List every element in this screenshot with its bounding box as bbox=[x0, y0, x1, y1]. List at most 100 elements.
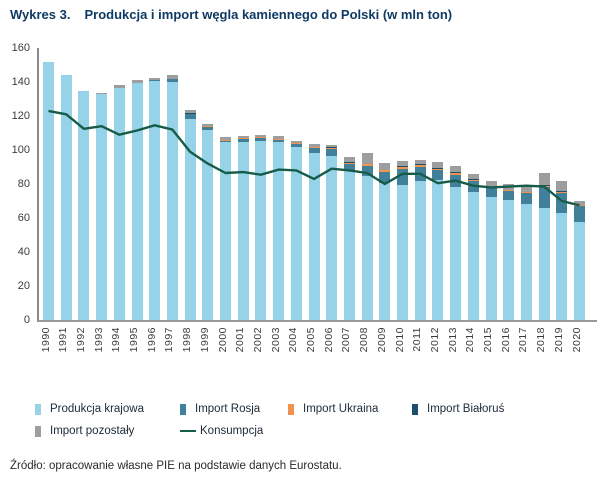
bar-segment bbox=[538, 186, 550, 208]
y-axis-tick-label: 140 bbox=[11, 76, 30, 88]
x-axis-label-1995: 1995 bbox=[128, 327, 140, 353]
y-axis-tick-label: 0 bbox=[23, 314, 30, 326]
x-axis-label-2013: 2013 bbox=[446, 327, 459, 353]
y-axis-tick-label: 20 bbox=[17, 280, 30, 292]
bar-segment bbox=[202, 129, 214, 320]
bar-2007 bbox=[343, 156, 355, 320]
legend-label: Import Rosja bbox=[195, 403, 261, 415]
bar-2010 bbox=[397, 161, 408, 320]
bar-2003 bbox=[273, 135, 285, 320]
legend-label: Import Białoruś bbox=[427, 403, 505, 415]
legend-item: Import Ukraina bbox=[288, 402, 378, 416]
x-axis-label-2009: 2009 bbox=[375, 327, 388, 353]
bar-segment bbox=[78, 90, 90, 92]
legend-item: Konsumpcja bbox=[180, 424, 263, 438]
x-axis-label-2007: 2007 bbox=[340, 327, 353, 353]
bar-segment bbox=[166, 75, 178, 79]
bar-1996 bbox=[149, 77, 161, 320]
y-axis-tick-label: 80 bbox=[17, 178, 30, 190]
bar-segment bbox=[273, 142, 285, 320]
bar-segment bbox=[131, 82, 143, 320]
x-axis-label-1996: 1996 bbox=[145, 327, 158, 353]
bar-segment bbox=[574, 222, 585, 320]
bar-segment bbox=[149, 77, 161, 81]
x-axis-label-2020: 2020 bbox=[570, 327, 583, 353]
bar-segment bbox=[414, 167, 426, 181]
legend-color-swatch bbox=[412, 403, 418, 415]
bar-2015 bbox=[485, 180, 497, 320]
bar-segment bbox=[166, 82, 178, 320]
bar-1999 bbox=[202, 123, 214, 320]
bar-1990 bbox=[43, 61, 54, 320]
plot-area bbox=[37, 48, 597, 322]
legend-item: Import pozostały bbox=[35, 424, 134, 438]
bar-segment bbox=[538, 172, 550, 185]
bar-segment bbox=[326, 149, 338, 156]
bar-2011 bbox=[414, 160, 426, 320]
bar-2013 bbox=[450, 166, 462, 320]
bar-segment bbox=[432, 170, 444, 180]
x-axis-label-1998: 1998 bbox=[181, 327, 194, 353]
bar-segment bbox=[220, 142, 231, 320]
x-axis-label-2003: 2003 bbox=[269, 327, 282, 353]
legend-line-swatch bbox=[180, 429, 196, 433]
bar-segment bbox=[326, 155, 338, 320]
bar-segment bbox=[450, 187, 462, 320]
bar-segment bbox=[290, 146, 302, 320]
bar-2001 bbox=[237, 135, 249, 320]
bar-segment bbox=[96, 93, 108, 320]
legend-label: Konsumpcja bbox=[200, 425, 264, 437]
bar-segment bbox=[343, 171, 355, 320]
x-axis-label-2014: 2014 bbox=[464, 327, 477, 353]
x-axis-label-2017: 2017 bbox=[517, 327, 530, 353]
x-axis-label-1994: 1994 bbox=[110, 327, 123, 353]
bar-segment bbox=[503, 200, 515, 320]
legend-color-swatch bbox=[288, 403, 294, 415]
bar-segment bbox=[397, 168, 408, 185]
x-axis-label-2002: 2002 bbox=[251, 327, 264, 353]
bar-segment bbox=[149, 81, 161, 320]
y-axis-tick-label: 120 bbox=[11, 110, 30, 122]
bar-2004 bbox=[290, 140, 302, 320]
x-axis-label-2018: 2018 bbox=[535, 327, 548, 353]
bar-segment bbox=[556, 180, 568, 191]
chart-area: 0 20 40 60 80 100 120 140 160 1990 1991 1992 1993 19… bbox=[11, 42, 597, 353]
y-axis-tick-label: 40 bbox=[17, 246, 30, 258]
x-axis-label-2011: 2011 bbox=[411, 327, 424, 352]
bar-1993 bbox=[96, 93, 108, 320]
bar-segment bbox=[96, 93, 108, 94]
legend-item: Import Białoruś bbox=[412, 402, 504, 416]
bar-segment bbox=[432, 179, 444, 320]
bar-2012 bbox=[432, 161, 444, 320]
page-title: Wykres 3. Produkcja i import węgla kamien… bbox=[10, 7, 452, 22]
x-axis-label-1992: 1992 bbox=[74, 327, 87, 353]
y-axis-tick-label: 100 bbox=[11, 144, 30, 156]
bar-segment bbox=[485, 196, 497, 320]
bar-2017 bbox=[520, 184, 532, 320]
bar-1994 bbox=[113, 85, 125, 320]
bar-2006 bbox=[326, 144, 338, 320]
legend-label: Import pozostały bbox=[50, 425, 135, 437]
bar-2018 bbox=[538, 172, 550, 320]
x-axis-label-2000: 2000 bbox=[216, 327, 229, 353]
bar-2016 bbox=[503, 184, 515, 320]
y-axis-tick-label: 160 bbox=[11, 42, 30, 54]
x-axis-label-2005: 2005 bbox=[305, 327, 317, 353]
x-axis-label-2004: 2004 bbox=[287, 327, 300, 353]
bar-2009 bbox=[379, 162, 391, 320]
bar-segment bbox=[78, 91, 90, 320]
bar-segment bbox=[450, 174, 462, 188]
x-axis-label-2008: 2008 bbox=[358, 327, 371, 353]
bar-segment bbox=[520, 184, 532, 192]
bar-segment bbox=[166, 78, 178, 80]
legend-color-swatch bbox=[35, 425, 41, 437]
bar-segment bbox=[520, 192, 532, 205]
bar-segment bbox=[166, 79, 178, 82]
legend-item: Produkcja krajowa bbox=[35, 402, 144, 416]
bar-segment bbox=[574, 206, 585, 223]
bar-segment bbox=[379, 172, 391, 184]
bar-2020 bbox=[574, 201, 585, 320]
x-axis-label-1999: 1999 bbox=[198, 327, 211, 353]
legend-color-swatch bbox=[35, 403, 41, 415]
bar-segment bbox=[467, 191, 479, 320]
